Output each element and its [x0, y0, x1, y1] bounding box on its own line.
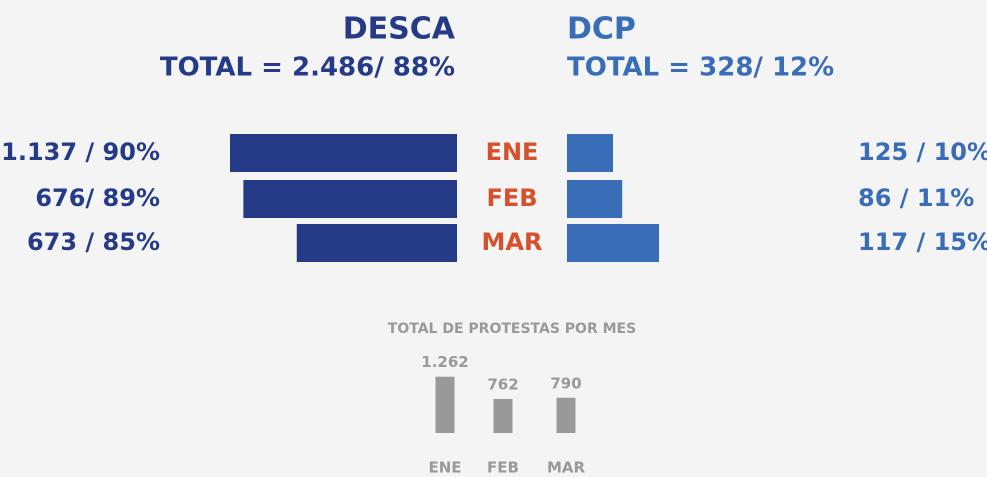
right-bar — [567, 224, 659, 262]
right-subtitle: TOTAL = 328/ 12% — [567, 53, 834, 83]
left-value-label: 1.137 / 90% — [1, 138, 160, 166]
right-value-label: 125 / 10% — [858, 138, 987, 166]
right-value-label: 86 / 11% — [858, 184, 974, 212]
small-chart-title: TOTAL DE PROTESTAS POR MES — [388, 321, 636, 337]
value-label: 762 — [487, 376, 518, 394]
value-label: 790 — [550, 374, 581, 392]
right-value-label: 117 / 15% — [858, 228, 987, 256]
left-bar — [230, 134, 457, 172]
right-bar — [567, 134, 613, 172]
left-bar — [296, 224, 457, 262]
left-title: DESCA — [343, 12, 456, 47]
right-bar — [567, 180, 623, 218]
category-label: ENE — [486, 138, 539, 166]
left-value-label: 673 / 85% — [27, 228, 160, 256]
category-label: FEB — [486, 184, 537, 212]
value-label: 1.262 — [421, 353, 468, 371]
bar — [556, 397, 576, 433]
right-title: DCP — [567, 12, 636, 47]
category-label: MAR — [482, 228, 543, 256]
left-bar — [243, 180, 457, 218]
x-tick-label: FEB — [487, 459, 519, 477]
left-value-label: 676/ 89% — [35, 184, 160, 212]
left-subtitle: TOTAL = 2.486/ 88% — [160, 53, 455, 83]
bar — [493, 399, 513, 433]
x-tick-label: MAR — [547, 459, 586, 477]
x-tick-label: ENE — [428, 459, 461, 477]
bar — [435, 376, 455, 433]
